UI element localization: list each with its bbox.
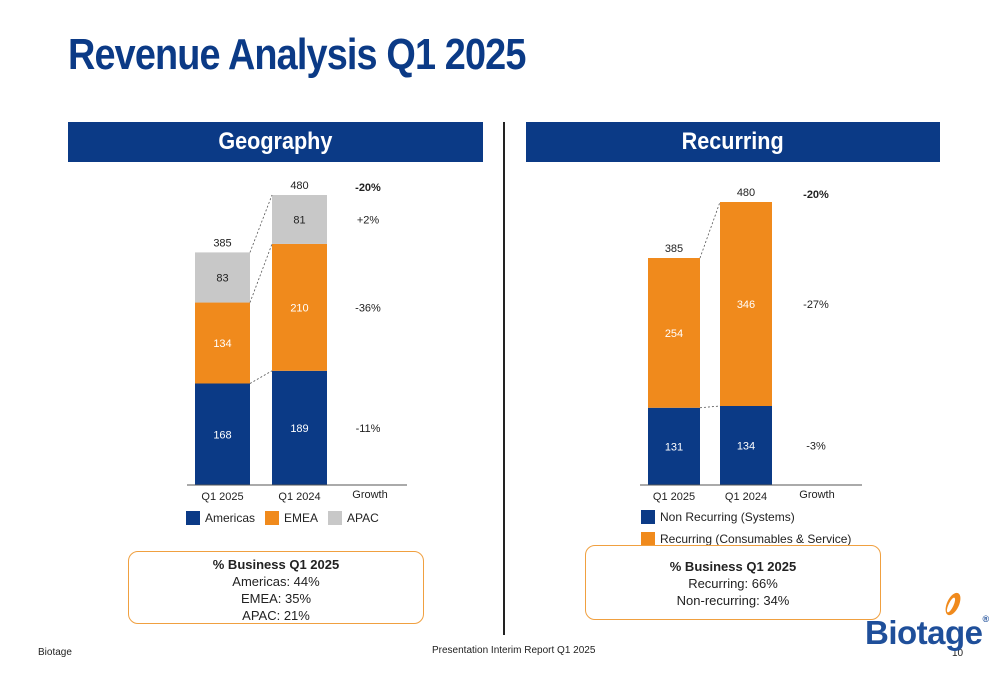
recurring-box-title: % Business Q1 2025 [669, 559, 797, 574]
recurring-data-label: 134 [737, 440, 755, 452]
geography-box-line-emea: EMEA: 35% [240, 591, 312, 606]
page-number: 10 [952, 648, 964, 659]
geography-growth-column-label: Growth [352, 489, 387, 501]
recurring-category-label: Q1 2025 [653, 491, 695, 503]
geography-header: Geography [68, 122, 483, 162]
legend-swatch-emea [265, 511, 280, 525]
legend-item-americas: Americas [186, 511, 255, 525]
recurring-data-label: 346 [737, 299, 755, 311]
recurring-total-growth-label: -20% [803, 189, 829, 201]
geography-legend: Americas EMEA APAC [186, 511, 379, 525]
legend-swatch-non-recurring [641, 510, 655, 524]
logo-wordmark: Biotage [865, 614, 983, 651]
geography-category-label: Q1 2024 [278, 491, 320, 503]
geography-bar-apac-q1-2024 [272, 195, 327, 244]
logo-registered-mark: ® [982, 614, 990, 624]
geography-connector-line [249, 243, 273, 303]
geography-bar-apac-q1-2025 [195, 252, 250, 303]
recurring-bar-recurring-consumables-service--q1-2025 [648, 258, 700, 408]
geography-data-label: 168 [213, 429, 231, 441]
geography-connector-line [249, 370, 273, 384]
geography-category-label: Q1 2025 [201, 491, 243, 503]
legend-swatch-recurring [641, 532, 655, 546]
recurring-connector-line [699, 405, 721, 409]
geography-data-label: 134 [213, 338, 231, 350]
geography-total-growth-label: -20% [355, 182, 381, 194]
legend-label-recurring: Recurring (Consumables & Service) [660, 532, 852, 546]
geography-growth-label: +2% [357, 214, 380, 226]
recurring-box-line-recurring: Recurring: 66% [688, 576, 778, 591]
geography-box-line-apac: APAC: 21% [242, 608, 310, 623]
geography-total-label: 385 [213, 237, 231, 249]
recurring-growth-label: -27% [803, 299, 829, 311]
recurring-bar-recurring-consumables-service--q1-2024 [720, 202, 772, 406]
geography-bar-americas-q1-2025 [195, 383, 250, 485]
recurring-box-line-non-recurring: Non-recurring: 34% [676, 593, 790, 608]
recurring-bar-non-recurring-systems--q1-2025 [648, 407, 700, 485]
geography-data-label: 83 [216, 272, 228, 284]
recurring-bar-non-recurring-systems--q1-2024 [720, 405, 772, 485]
logo-mark-icon [945, 592, 961, 616]
geography-box-title: % Business Q1 2025 [212, 557, 340, 572]
recurring-header-label: Recurring [681, 128, 785, 155]
legend-item-emea: EMEA [265, 511, 318, 525]
geography-data-label: 189 [290, 423, 308, 435]
legend-label-apac: APAC [347, 511, 379, 525]
recurring-header: Recurring [526, 122, 940, 162]
geography-header-label: Geography [218, 128, 333, 155]
recurring-total-label: 480 [737, 187, 755, 199]
geography-bar-emea-q1-2025 [195, 302, 250, 384]
legend-label-non-recurring: Non Recurring (Systems) [660, 510, 795, 524]
legend-swatch-americas [186, 511, 200, 525]
recurring-growth-label: -3% [806, 440, 826, 452]
geography-data-label: 210 [290, 302, 308, 314]
geography-total-label: 480 [290, 180, 308, 192]
footer-report-title: Presentation Interim Report Q1 2025 [432, 645, 596, 656]
geography-bar-emea-q1-2024 [272, 243, 327, 371]
legend-label-americas: Americas [205, 511, 256, 525]
vertical-divider [503, 122, 505, 635]
recurring-category-label: Q1 2024 [725, 491, 767, 503]
recurring-legend: Non Recurring (Systems) Recurring (Consu… [641, 510, 851, 554]
legend-item-non-recurring: Non Recurring (Systems) [641, 510, 851, 524]
recurring-data-label: 254 [665, 328, 683, 340]
logo-text: Biotage® [865, 614, 989, 652]
geography-business-box: % Business Q1 2025 Americas: 44% EMEA: 3… [128, 551, 424, 624]
legend-item-apac: APAC [328, 511, 379, 525]
geography-data-label: 81 [293, 214, 305, 226]
recurring-business-box: % Business Q1 2025 Recurring: 66% Non-re… [585, 545, 881, 620]
legend-swatch-apac [328, 511, 343, 525]
geography-bar-americas-q1-2024 [272, 370, 327, 485]
recurring-growth-column-label: Growth [799, 489, 834, 501]
geography-growth-label: -11% [356, 423, 381, 435]
legend-item-recurring: Recurring (Consumables & Service) [641, 532, 851, 546]
legend-label-emea: EMEA [284, 511, 319, 525]
recurring-data-label: 131 [665, 441, 683, 453]
footer-company: Biotage [38, 647, 72, 658]
geography-box-line-americas: Americas: 44% [232, 574, 320, 589]
geography-connector-line [249, 194, 273, 253]
biotage-logo: Biotage® [865, 590, 989, 660]
geography-growth-label: -36% [355, 302, 381, 314]
page-title: Revenue Analysis Q1 2025 [68, 30, 526, 79]
recurring-connector-line [699, 201, 721, 259]
recurring-total-label: 385 [665, 243, 683, 255]
